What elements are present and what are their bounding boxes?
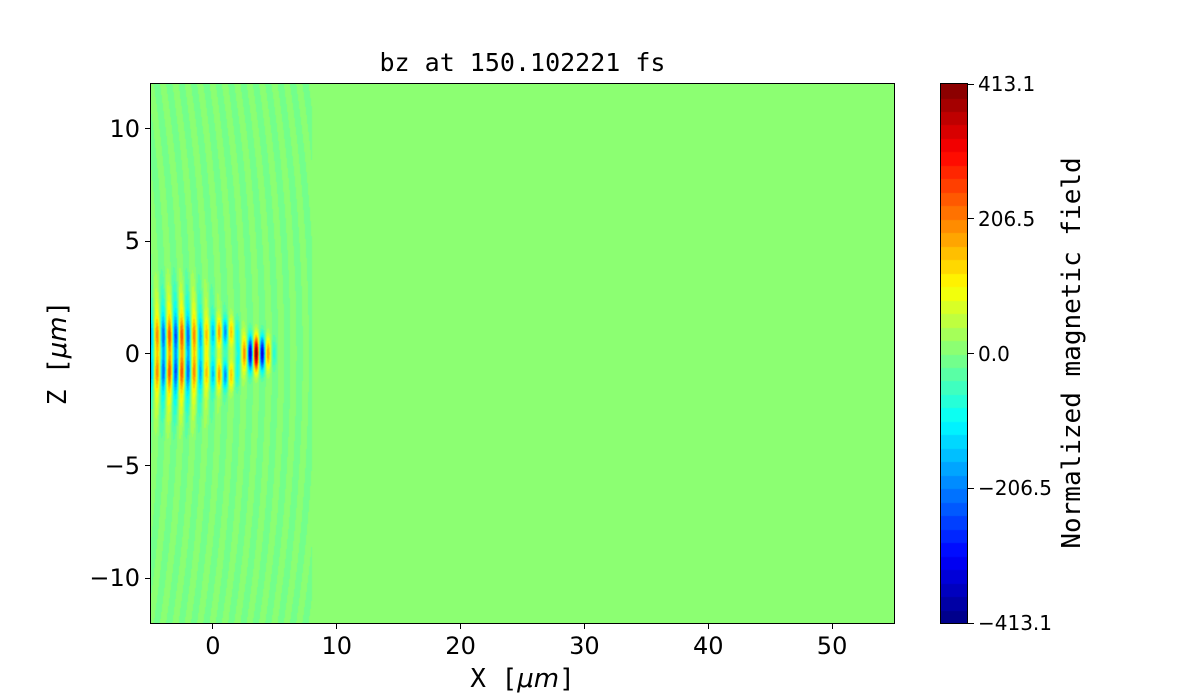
colorbar-tick: [968, 353, 974, 354]
x-tick-label: 10: [321, 632, 353, 660]
y-axis-label: Z [μm]: [43, 300, 73, 406]
y-tick-label: 0: [124, 339, 140, 368]
y-tick-label: 5: [124, 227, 140, 256]
y-tick-label: −5: [104, 451, 140, 480]
x-tick-label: 30: [569, 632, 600, 660]
x-tick: [831, 623, 833, 629]
y-tick: [145, 128, 151, 130]
x-axis-label: X [μm]: [470, 664, 575, 694]
colorbar-tick-label: −413.1: [978, 611, 1053, 635]
x-tick-label: 40: [692, 632, 724, 660]
x-tick-label: 0: [205, 632, 221, 660]
x-tick: [212, 623, 214, 629]
colorbar-tick-label: 413.1: [978, 72, 1036, 96]
colorbar-tick: [968, 622, 974, 624]
y-tick-label: −10: [89, 564, 140, 593]
colorbar-label: Normalized magnetic field: [1057, 157, 1087, 549]
colorbar: [940, 83, 968, 624]
colorbar-tick: [968, 487, 974, 489]
x-tick-label: 50: [816, 632, 848, 660]
y-tick: [145, 353, 151, 354]
y-tick: [145, 240, 151, 242]
x-tick-label: 20: [445, 632, 476, 660]
colorbar-gradient: [941, 84, 967, 623]
colorbar-tick-label: 0.0: [978, 341, 1010, 366]
chart-title: bz at 150.102221 fs: [379, 48, 666, 77]
x-tick: [583, 623, 585, 629]
y-tick: [145, 465, 151, 467]
colorbar-tick: [968, 83, 974, 85]
field-heatmap: [151, 84, 894, 623]
plot-area: [150, 83, 895, 624]
y-tick-label: 10: [109, 114, 140, 143]
x-tick: [707, 623, 709, 629]
y-tick: [145, 577, 151, 579]
colorbar-tick: [968, 218, 974, 220]
colorbar-tick-label: −206.5: [978, 476, 1053, 501]
x-tick: [460, 623, 462, 629]
x-tick: [336, 623, 338, 629]
colorbar-tick-label: 206.5: [978, 206, 1036, 231]
